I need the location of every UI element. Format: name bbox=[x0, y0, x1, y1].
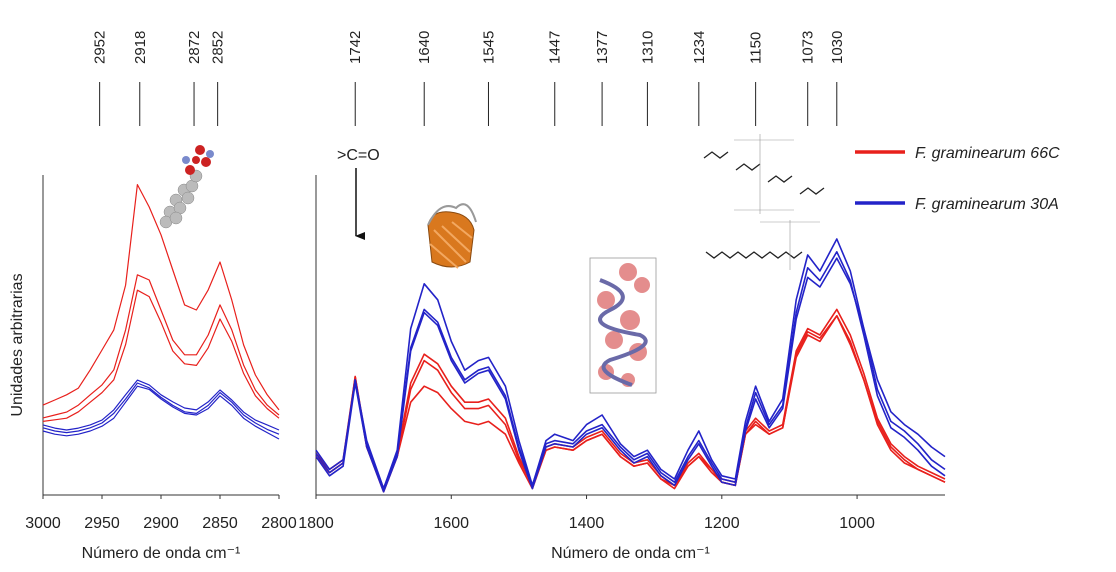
spectrum-line bbox=[315, 315, 946, 490]
x-tick-label: 1400 bbox=[569, 515, 605, 532]
x-axis-label: Número de onda cm⁻¹ bbox=[82, 545, 241, 562]
peak-label: 1234 bbox=[691, 31, 708, 64]
peak-label: 1310 bbox=[639, 31, 656, 64]
x-tick-label: 2900 bbox=[143, 515, 179, 532]
polysaccharide-icon bbox=[703, 134, 825, 270]
legend-label: F. graminearum 30A bbox=[915, 196, 1059, 213]
peak-label: 1742 bbox=[347, 31, 364, 64]
x-axis-label: Número de onda cm⁻¹ bbox=[551, 545, 710, 562]
x-tick-label: 1000 bbox=[839, 515, 875, 532]
annotation: >C=O bbox=[337, 147, 380, 164]
spectrum-line bbox=[42, 274, 280, 419]
peak-label: 2872 bbox=[186, 31, 203, 64]
peak-label: 1545 bbox=[480, 31, 497, 64]
peak-label: 2918 bbox=[132, 31, 149, 64]
protein-barrel-icon bbox=[427, 203, 477, 269]
peak-label: 1030 bbox=[829, 31, 846, 64]
peak-label: 2952 bbox=[92, 31, 109, 64]
x-tick-label: 1200 bbox=[704, 515, 740, 532]
spectrum-line bbox=[42, 184, 280, 411]
x-tick-label: 3000 bbox=[25, 515, 61, 532]
legend-label: F. graminearum 66C bbox=[915, 145, 1060, 162]
peak-label: 1640 bbox=[416, 31, 433, 64]
peak-label: 1377 bbox=[594, 31, 611, 64]
spectrum-line bbox=[42, 379, 280, 431]
spectrum-line bbox=[315, 238, 946, 490]
x-tick-label: 2950 bbox=[84, 515, 120, 532]
peak-label: 1073 bbox=[800, 31, 817, 64]
peak-label: 2852 bbox=[210, 31, 227, 64]
peak-label: 1150 bbox=[748, 32, 765, 64]
spectrum-line bbox=[315, 257, 946, 493]
x-tick-label: 2800 bbox=[261, 515, 297, 532]
spectrum-line bbox=[42, 289, 280, 422]
x-tick-label: 2850 bbox=[202, 515, 238, 532]
y-axis-label: Unidades arbitrarias bbox=[9, 273, 26, 416]
spectrum-line bbox=[42, 382, 280, 435]
x-tick-label: 1600 bbox=[433, 515, 469, 532]
spectrum-line bbox=[42, 385, 280, 440]
peak-label: 1447 bbox=[547, 31, 564, 64]
spectrum-line bbox=[315, 308, 946, 490]
helix-icon bbox=[589, 257, 657, 394]
lipid-icon bbox=[159, 145, 214, 229]
spectrum-line bbox=[315, 251, 946, 490]
x-tick-label: 1800 bbox=[298, 515, 334, 532]
